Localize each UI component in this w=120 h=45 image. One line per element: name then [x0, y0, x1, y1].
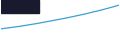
Bar [1, 0, 39, 13]
